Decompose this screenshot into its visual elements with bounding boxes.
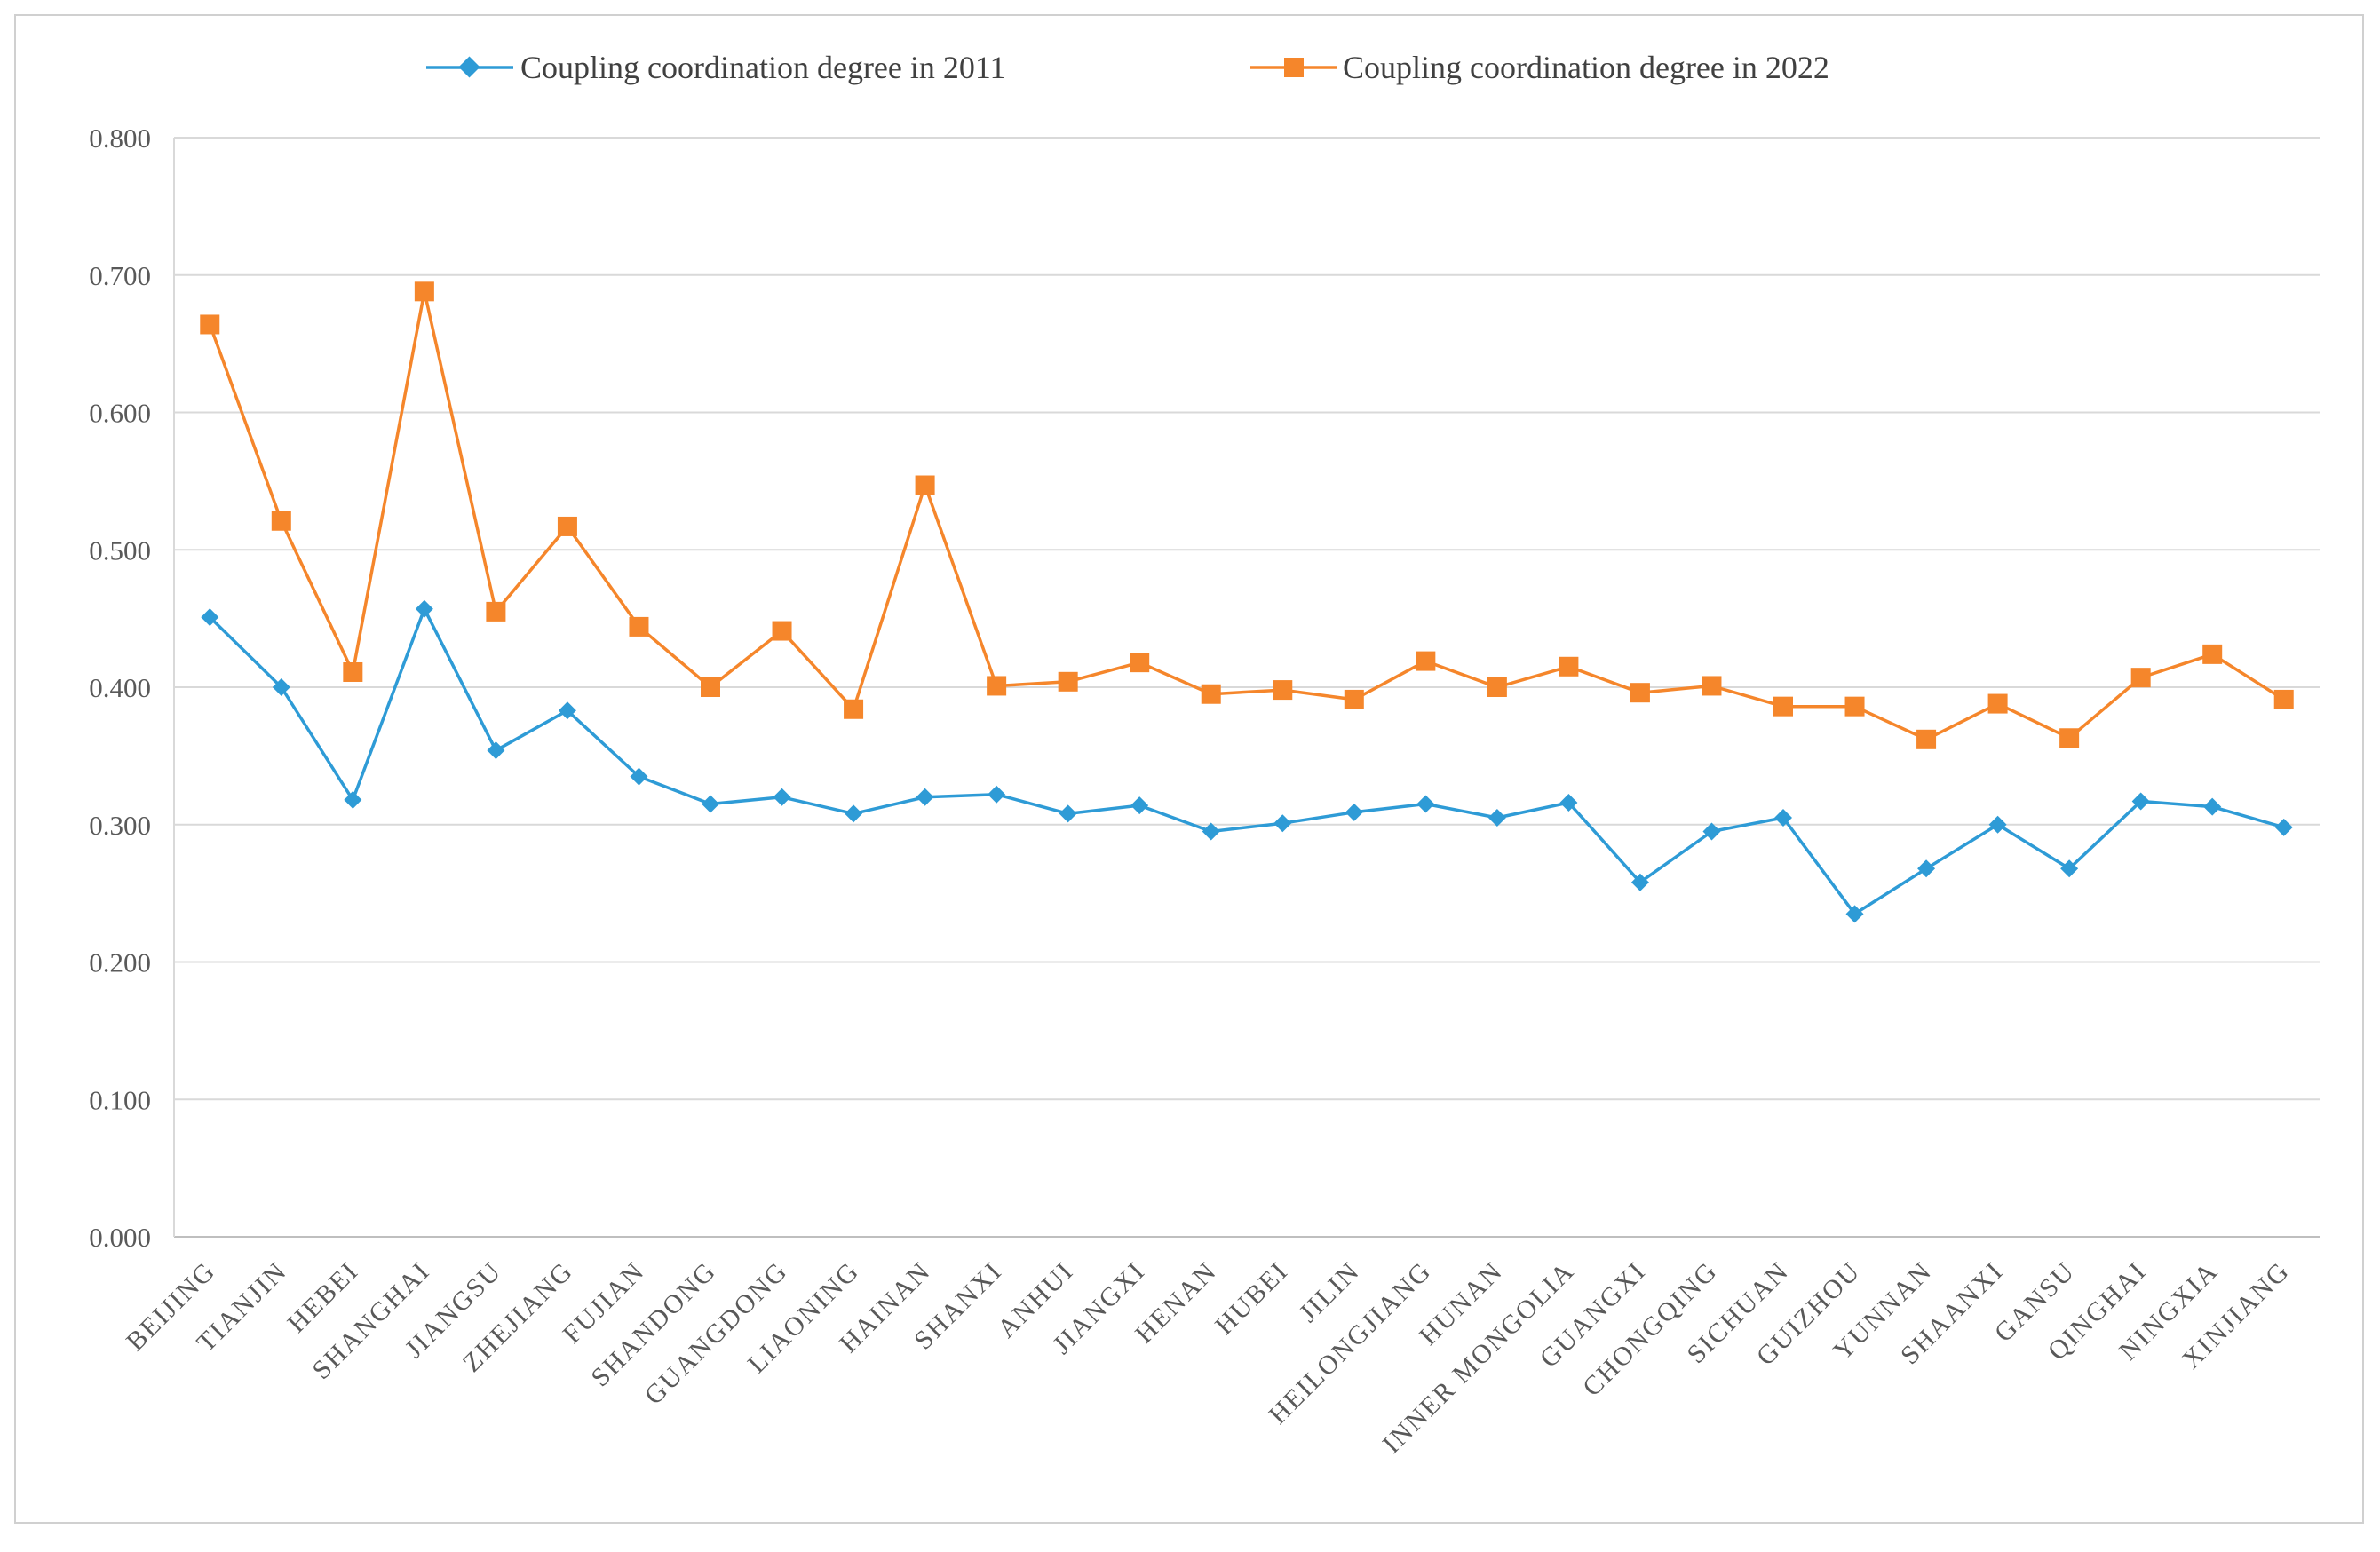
point-2011 xyxy=(988,785,1006,804)
point-2011 xyxy=(1273,814,1292,833)
y-tick-label: 0.500 xyxy=(89,534,151,566)
point-2022 xyxy=(1773,696,1793,717)
point-2011 xyxy=(1774,809,1792,827)
point-2011 xyxy=(773,788,791,806)
legend-label-2011: Coupling coordination degree in 2011 xyxy=(520,50,1006,85)
point-2022 xyxy=(1916,729,1937,749)
point-2011 xyxy=(1202,822,1220,841)
legend-marker-2011 xyxy=(458,56,480,78)
point-2022 xyxy=(1058,671,1078,692)
series-lines xyxy=(208,289,2285,916)
point-2011 xyxy=(1988,815,2007,834)
point-2022 xyxy=(844,699,864,719)
y-tick-label: 0.700 xyxy=(89,260,151,291)
point-2011 xyxy=(558,701,576,720)
legend-entry-2022: Coupling coordination degree in 2022 xyxy=(1250,50,1829,85)
y-tick-label: 0.100 xyxy=(89,1084,151,1115)
point-2022 xyxy=(1559,656,1579,677)
x-tick-label: HUBEI xyxy=(1210,1256,1294,1341)
point-2022 xyxy=(1416,651,1436,671)
point-2011 xyxy=(487,741,505,760)
y-tick-label: 0.000 xyxy=(89,1222,151,1253)
point-2011 xyxy=(1845,905,1864,923)
point-2011 xyxy=(1917,859,1936,878)
point-2022 xyxy=(1344,689,1364,709)
point-2022 xyxy=(1201,684,1221,704)
y-tick-label: 0.800 xyxy=(89,123,151,154)
point-2011 xyxy=(2131,792,2150,811)
point-2011 xyxy=(916,788,934,806)
point-2011 xyxy=(201,608,219,627)
point-2022 xyxy=(1630,683,1650,703)
point-2022 xyxy=(1273,680,1293,701)
point-2011 xyxy=(1416,795,1435,813)
point-2022 xyxy=(343,661,363,682)
y-tick-label: 0.200 xyxy=(89,947,151,978)
point-2011 xyxy=(702,795,719,813)
point-2022 xyxy=(486,601,506,622)
point-2011 xyxy=(344,790,362,809)
point-2022 xyxy=(1702,676,1722,696)
legend: Coupling coordination degree in 2011 Cou… xyxy=(426,50,1829,85)
x-tick-label: SHANDONG xyxy=(585,1256,722,1393)
point-2022 xyxy=(2202,644,2223,664)
point-2022 xyxy=(1487,677,1507,697)
series-line-0 xyxy=(209,607,2285,916)
point-2011 xyxy=(1559,793,1578,812)
chart-frame xyxy=(14,14,2364,1524)
legend-marker-2022 xyxy=(1284,58,1304,77)
x-axis: BEIJINGTIANJINHEBEISHANGHAIJIANGSUZHEJIA… xyxy=(121,1256,2296,1460)
series-line-1 xyxy=(208,289,2285,741)
y-tick-label: 0.400 xyxy=(89,672,151,703)
point-2011 xyxy=(415,599,433,618)
point-2022 xyxy=(414,281,434,302)
point-2011 xyxy=(845,804,863,823)
point-2011 xyxy=(1488,809,1506,827)
point-2011 xyxy=(630,767,648,786)
point-2022 xyxy=(987,676,1007,696)
point-2022 xyxy=(1844,696,1865,717)
series-markers xyxy=(200,281,2294,923)
gridlines xyxy=(173,137,2320,1238)
y-tick-label: 0.600 xyxy=(89,398,151,429)
legend-entry-2011: Coupling coordination degree in 2011 xyxy=(426,50,1006,85)
point-2022 xyxy=(915,475,935,495)
point-2022 xyxy=(772,621,792,641)
point-2011 xyxy=(1059,804,1077,823)
point-2022 xyxy=(557,516,577,536)
point-2011 xyxy=(1345,803,1363,821)
point-2022 xyxy=(1987,693,2008,714)
point-2022 xyxy=(701,677,720,697)
point-2011 xyxy=(1702,822,1721,841)
point-2011 xyxy=(272,678,290,696)
point-2011 xyxy=(2274,818,2293,836)
legend-label-2022: Coupling coordination degree in 2022 xyxy=(1343,50,1829,85)
point-2011 xyxy=(2060,859,2079,878)
point-2022 xyxy=(629,616,649,637)
point-2022 xyxy=(2130,668,2151,688)
y-tick-label: 0.300 xyxy=(89,810,151,841)
point-2011 xyxy=(1630,873,1649,891)
point-2011 xyxy=(2203,797,2222,816)
point-2022 xyxy=(2273,689,2294,709)
point-2022 xyxy=(1130,653,1150,673)
point-2022 xyxy=(2059,728,2080,748)
point-2011 xyxy=(1130,796,1149,815)
y-axis: 0.000 0.100 0.200 0.300 0.400 0.500 0.600 0.700… xyxy=(89,123,151,1253)
point-2022 xyxy=(200,314,220,335)
point-2022 xyxy=(271,511,291,531)
